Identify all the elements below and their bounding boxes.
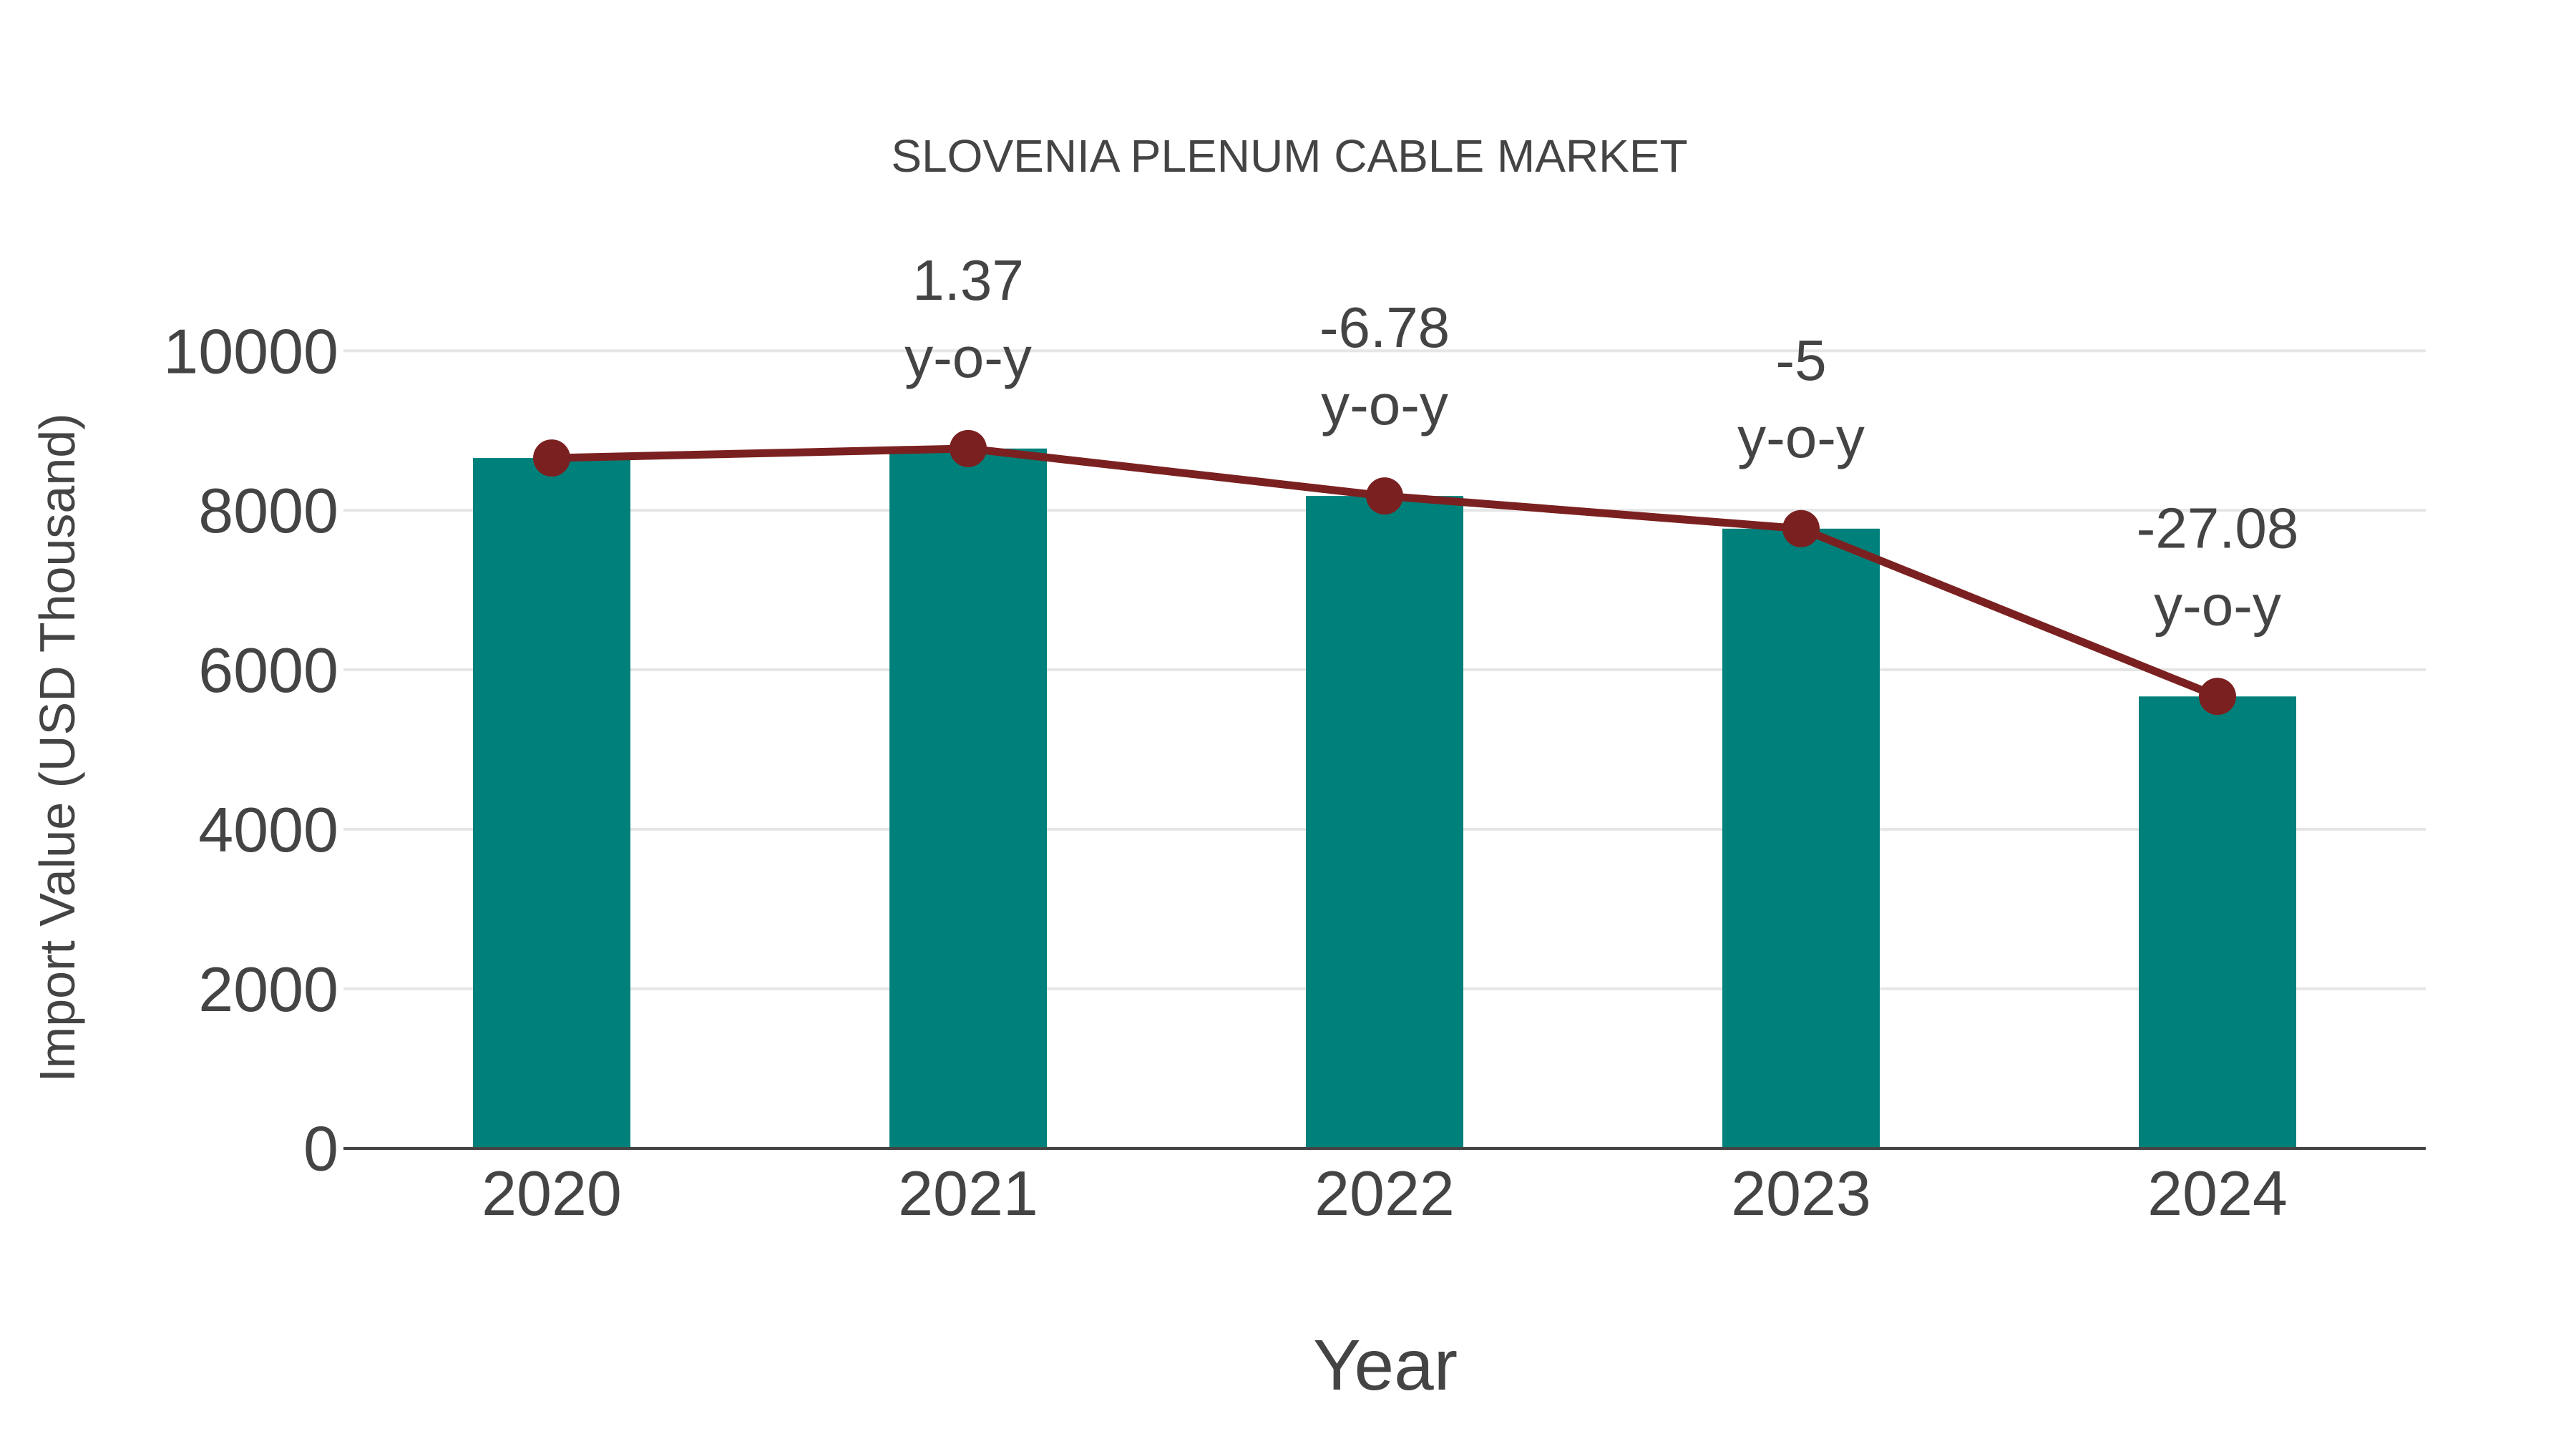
- bar-2020: [473, 458, 630, 1148]
- yoy-suffix: y-o-y: [1737, 406, 1865, 469]
- x-tick-label: 2024: [2147, 1158, 2288, 1229]
- yoy-value: -6.78: [1319, 296, 1450, 359]
- bar-2024: [2139, 696, 2296, 1148]
- y-axis-title: Import Value (USD Thousand): [29, 413, 85, 1082]
- y-tick-label: 10000: [163, 316, 338, 386]
- yoy-suffix: y-o-y: [2154, 573, 2281, 637]
- x-tick-label: 2023: [1731, 1158, 1871, 1229]
- yoy-value: -27.08: [2137, 496, 2299, 560]
- x-tick-label: 2021: [898, 1158, 1038, 1229]
- x-tick-label: 2020: [482, 1158, 622, 1229]
- y-axis-ticks: 0 2000 4000 6000 8000 10000: [163, 316, 338, 1184]
- line-marker: [1366, 477, 1403, 515]
- x-axis-ticks: 2020 2021 2022 2023 2024: [482, 1158, 2288, 1229]
- yoy-value: 1.37: [912, 248, 1024, 312]
- y-tick-label: 4000: [198, 794, 338, 865]
- bar-2023: [1722, 528, 1880, 1148]
- yoy-value: -5: [1775, 328, 1826, 392]
- y-tick-label: 0: [303, 1113, 338, 1184]
- y-tick-label: 6000: [198, 635, 338, 706]
- bar-2022: [1306, 496, 1463, 1148]
- x-axis-title: Year: [1313, 1325, 1458, 1405]
- line-marker: [2199, 678, 2236, 716]
- line-marker: [1782, 509, 1820, 547]
- bar-2021: [889, 448, 1047, 1148]
- x-tick-label: 2022: [1314, 1158, 1455, 1229]
- bars: [473, 448, 2296, 1148]
- trend-line: [533, 429, 2236, 716]
- yoy-suffix: y-o-y: [904, 326, 1032, 389]
- chart-title: SLOVENIA PLENUM CABLE MARKET: [891, 130, 1687, 182]
- line-marker: [533, 439, 570, 477]
- y-tick-label: 2000: [198, 954, 338, 1025]
- yoy-annotations: 1.37 y-o-y -6.78 y-o-y -5 y-o-y -27.08 y-o-y: [904, 248, 2298, 637]
- line-marker: [950, 429, 987, 467]
- yoy-suffix: y-o-y: [1321, 373, 1448, 436]
- y-tick-label: 8000: [198, 475, 338, 546]
